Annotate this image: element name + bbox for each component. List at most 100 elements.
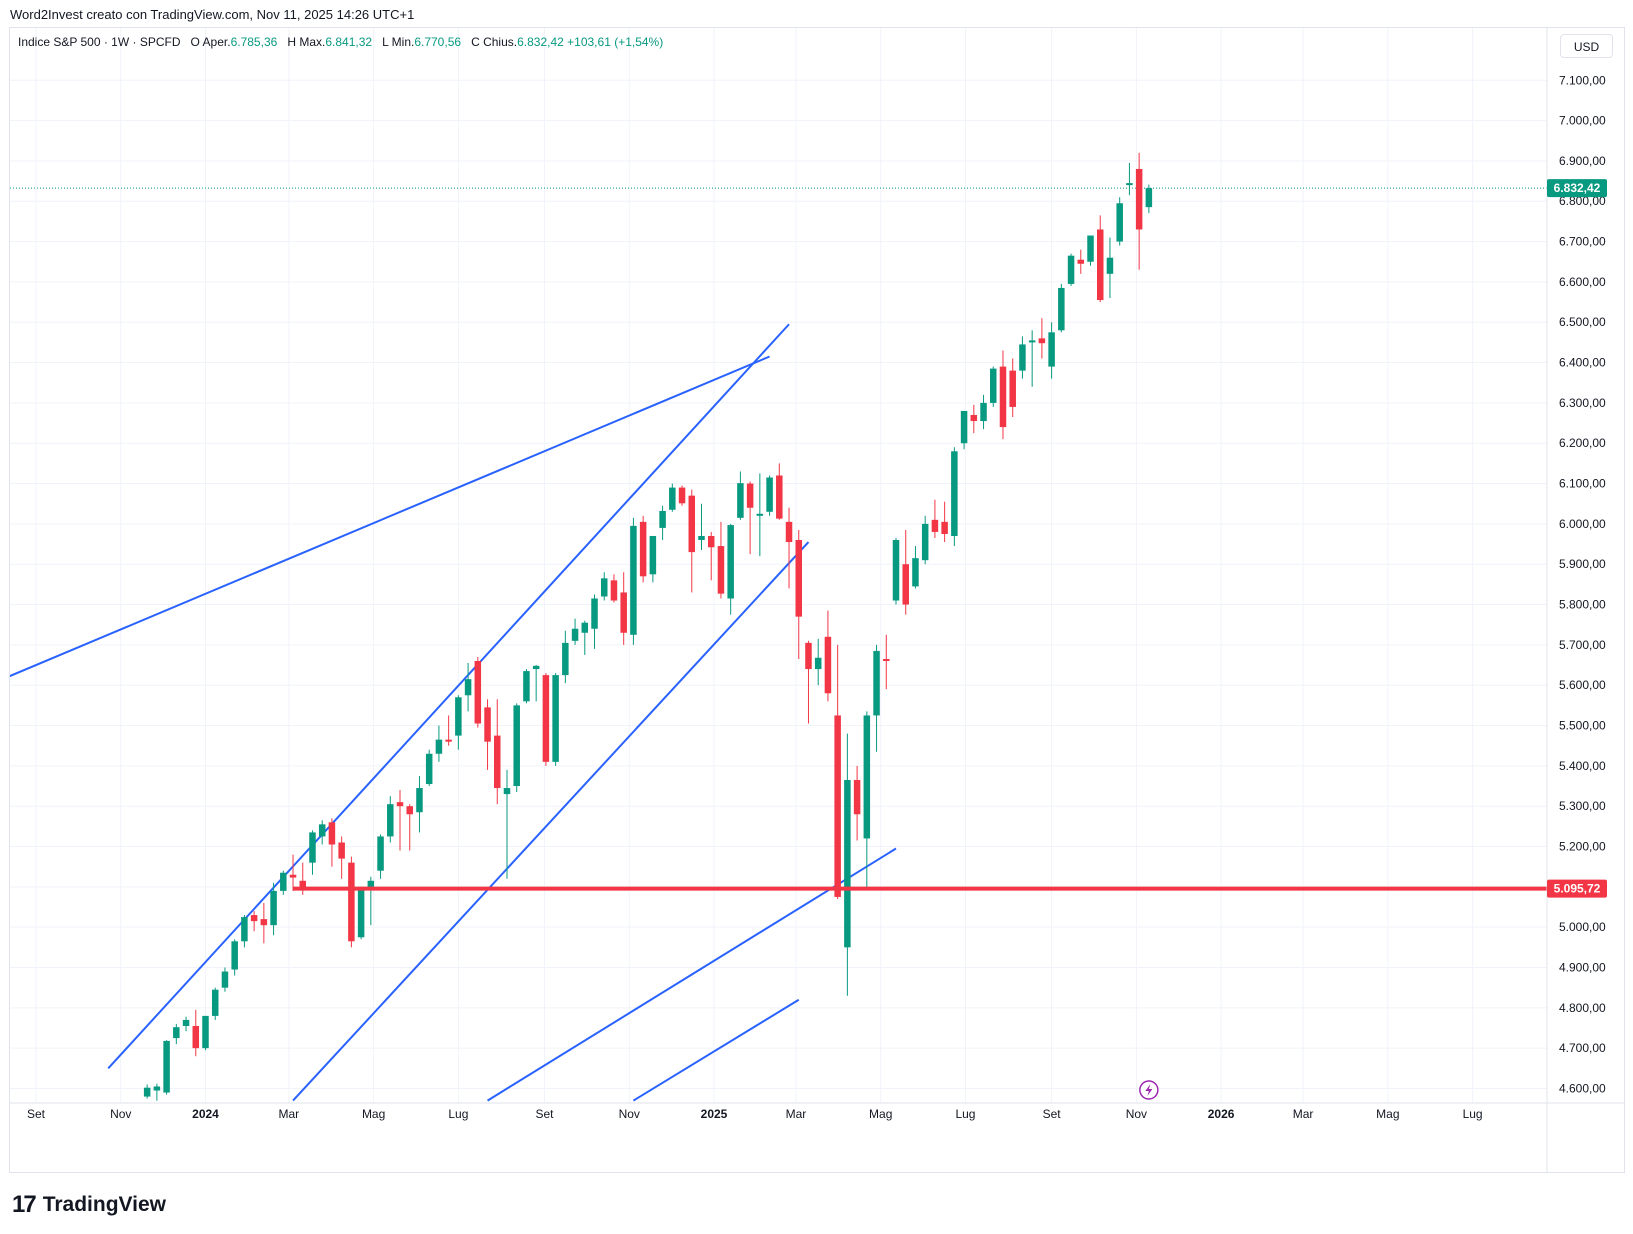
- y-tick-label: 5.800,00: [1559, 598, 1606, 612]
- legend-l-label: L: [382, 35, 389, 49]
- candle-body: [834, 715, 841, 897]
- legend-close-value: 6.832,42: [517, 35, 564, 49]
- x-tick-label: Lug: [448, 1107, 468, 1121]
- candle: [980, 394, 987, 430]
- candle: [367, 876, 375, 926]
- candle-body: [562, 642, 569, 676]
- candle: [1116, 197, 1123, 246]
- candle-body: [1087, 235, 1094, 262]
- candle: [600, 572, 608, 601]
- currency-button[interactable]: USD: [1560, 34, 1613, 58]
- candle: [1077, 249, 1085, 274]
- candle: [853, 765, 861, 841]
- candle: [328, 818, 336, 867]
- candle: [211, 987, 219, 1020]
- candle: [834, 644, 841, 899]
- candle: [630, 517, 637, 645]
- candle: [620, 572, 627, 645]
- candle-body: [445, 739, 452, 742]
- candle-body: [250, 915, 258, 922]
- candle-body: [853, 779, 861, 815]
- candle: [153, 1083, 161, 1101]
- candle-body: [737, 483, 744, 518]
- candle-body: [980, 402, 987, 422]
- candle-body: [484, 707, 491, 742]
- candle-body: [309, 832, 316, 863]
- candle: [698, 503, 705, 551]
- level-price-badge-bg: [1547, 879, 1607, 898]
- candle-body: [328, 822, 336, 845]
- tradingview-logo-icon: 17: [12, 1191, 37, 1218]
- candle: [688, 489, 696, 593]
- candle: [571, 618, 579, 645]
- candle-body: [746, 483, 754, 508]
- candle-body: [1077, 259, 1085, 264]
- candle: [513, 703, 520, 793]
- lightning-icon[interactable]: [1139, 1080, 1159, 1100]
- x-tick-label: Lug: [1463, 1107, 1483, 1121]
- candle: [591, 594, 598, 649]
- legend-high-label: Max.: [299, 35, 326, 49]
- candle: [1048, 322, 1055, 379]
- candle-body: [1038, 338, 1046, 344]
- candle-body: [173, 1027, 180, 1039]
- candle: [532, 665, 540, 702]
- candle-body: [630, 525, 637, 635]
- candle: [795, 529, 802, 659]
- tradingview-logo[interactable]: 17 TradingView: [12, 1191, 166, 1218]
- candle: [270, 882, 277, 936]
- candle: [737, 471, 744, 520]
- legend-close-label: Chius.: [483, 35, 518, 49]
- x-tick-label: Mar: [279, 1107, 300, 1121]
- y-tick-label: 6.700,00: [1559, 235, 1606, 249]
- candle: [289, 854, 297, 891]
- candle-body: [542, 675, 550, 762]
- candle-body: [1067, 255, 1075, 284]
- candle-body: [202, 1015, 209, 1049]
- candle: [999, 350, 1007, 440]
- candle-body: [396, 802, 404, 807]
- y-tick-label: 4.900,00: [1559, 961, 1606, 975]
- candle-body: [717, 546, 725, 594]
- x-tick-label: Set: [1043, 1107, 1062, 1121]
- candle-body: [211, 989, 219, 1016]
- legend-h-label: H: [287, 35, 296, 49]
- candle-body: [999, 366, 1007, 428]
- lightning-icon-bolt: [1145, 1084, 1153, 1096]
- chart-frame[interactable]: [9, 27, 1625, 1173]
- candle: [727, 523, 734, 615]
- y-tick-label: 5.400,00: [1559, 759, 1606, 773]
- candle: [163, 1040, 170, 1095]
- level-price-badge: 5.095,72: [1547, 879, 1607, 898]
- legend-symbol[interactable]: Indice S&P 500 · 1W · SPCFD: [18, 35, 181, 49]
- candle: [503, 769, 511, 879]
- candle: [581, 620, 589, 655]
- candle-body: [669, 487, 676, 510]
- candle-body: [678, 487, 686, 504]
- candle-body: [270, 890, 277, 926]
- legend-open-label: Aper.: [202, 35, 231, 49]
- candle-body: [960, 410, 968, 444]
- candle: [1106, 237, 1114, 299]
- candles: [143, 152, 1547, 1101]
- candle: [1058, 283, 1065, 333]
- candle: [892, 537, 900, 605]
- candle-body: [289, 874, 297, 878]
- candle-body: [523, 671, 530, 702]
- x-tick-label: Nov: [1126, 1107, 1147, 1121]
- candle-body: [766, 477, 773, 512]
- candle-body: [1135, 168, 1143, 230]
- candle-body: [931, 519, 939, 532]
- candle-body: [348, 862, 355, 942]
- candle: [523, 669, 530, 704]
- candle-body: [921, 523, 929, 561]
- candle: [202, 1015, 209, 1051]
- candle-body: [552, 675, 559, 762]
- candle-body: [1116, 203, 1123, 242]
- candle: [221, 967, 229, 992]
- legend-o-label: O: [190, 35, 200, 49]
- candle: [824, 610, 832, 702]
- candle-body: [532, 665, 540, 670]
- candle: [494, 699, 501, 805]
